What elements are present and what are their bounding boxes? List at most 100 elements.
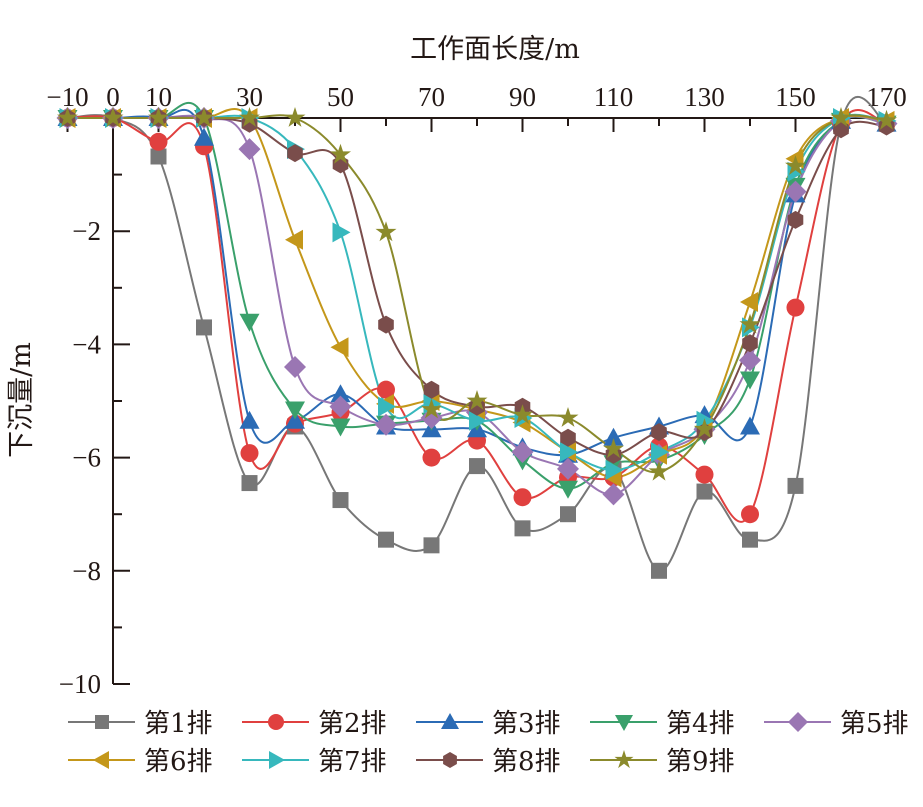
- data-point: [787, 477, 804, 494]
- series-markers: [56, 107, 898, 579]
- data-point: [330, 143, 351, 164]
- data-point: [239, 107, 260, 127]
- legend-marker-circle-icon: [268, 714, 284, 730]
- data-point: [330, 337, 349, 358]
- x-tick-label: 50: [327, 82, 354, 112]
- data-point: [285, 229, 303, 250]
- data-point: [193, 107, 215, 127]
- data-point: [739, 349, 761, 372]
- data-point: [469, 410, 487, 431]
- data-point: [466, 390, 488, 410]
- data-point: [423, 380, 440, 399]
- data-point: [694, 418, 715, 439]
- data-point: [602, 483, 625, 506]
- legend-marker-triangle-up-icon: [441, 713, 459, 729]
- legend-item-9: 第9排: [590, 747, 735, 777]
- x-tick-label: 110: [594, 82, 634, 112]
- data-point: [742, 334, 758, 353]
- legend-item-7: 第7排: [242, 747, 387, 777]
- data-point: [240, 444, 259, 463]
- data-point: [651, 562, 667, 579]
- series-line-1: [67, 95, 887, 572]
- legend-label: 第6排: [144, 747, 213, 777]
- data-point: [284, 356, 306, 379]
- data-point: [740, 291, 758, 312]
- data-point: [332, 492, 349, 509]
- data-point: [375, 221, 397, 242]
- data-point: [695, 465, 714, 484]
- x-tick-label: 0: [106, 82, 120, 112]
- data-point: [378, 396, 396, 417]
- legend-item-8: 第8排: [416, 747, 561, 777]
- data-point: [560, 441, 578, 462]
- data-point: [560, 506, 576, 523]
- data-point: [741, 505, 759, 524]
- data-point: [421, 398, 442, 419]
- data-point: [514, 520, 531, 537]
- data-point: [603, 427, 624, 446]
- data-point: [742, 531, 758, 548]
- data-point: [740, 416, 760, 435]
- data-point: [423, 537, 440, 554]
- x-tick-label: 150: [775, 82, 816, 112]
- legend-marker-triangle-right-icon: [269, 751, 285, 769]
- data-point: [603, 438, 624, 458]
- data-point: [241, 475, 258, 492]
- data-point: [830, 107, 852, 127]
- data-point: [285, 410, 305, 429]
- data-point: [285, 401, 305, 420]
- legend-marker-diamond-icon: [788, 712, 808, 732]
- data-point: [377, 380, 395, 399]
- data-point: [651, 441, 669, 462]
- data-point: [696, 483, 713, 500]
- data-point: [149, 132, 168, 151]
- data-point: [651, 423, 667, 442]
- data-point: [329, 395, 352, 418]
- x-tick-label: 130: [684, 82, 725, 112]
- data-point: [648, 460, 670, 481]
- legend-marker-star-icon: [614, 750, 634, 769]
- legend-label: 第5排: [840, 709, 909, 739]
- data-point: [102, 107, 124, 127]
- legend-label: 第8排: [492, 747, 561, 777]
- data-point: [605, 460, 624, 481]
- legend-marker-square-icon: [95, 715, 109, 729]
- data-point: [378, 315, 394, 334]
- data-point: [786, 298, 805, 317]
- legend-item-1: 第1排: [68, 709, 213, 739]
- y-tick-label: −10: [59, 669, 101, 699]
- data-point: [876, 109, 897, 130]
- series-markers-1: [59, 110, 895, 579]
- data-point: [785, 155, 806, 175]
- data-point: [422, 448, 441, 467]
- data-point: [287, 144, 303, 163]
- legend-marker-hexagon-icon: [443, 752, 457, 768]
- x-tick-label: 90: [509, 82, 536, 112]
- data-point: [784, 180, 807, 203]
- data-point: [332, 222, 351, 243]
- data-point: [557, 407, 579, 427]
- axes: −10 0 10 30 50 70 90 110 130 150 170−2−4−6−8−10: [46, 82, 906, 699]
- series-markers-8: [59, 109, 895, 464]
- data-point: [375, 413, 397, 436]
- y-tick-label: −8: [72, 556, 101, 586]
- data-point: [239, 313, 260, 332]
- data-point: [238, 138, 261, 161]
- legend-label: 第2排: [318, 709, 387, 739]
- data-point: [513, 488, 532, 507]
- data-point: [739, 313, 761, 334]
- data-point: [150, 148, 167, 165]
- data-point: [330, 418, 351, 437]
- y-tick-label: −4: [72, 329, 101, 359]
- data-point: [512, 404, 533, 424]
- y-axis-title: 下沉量/m: [6, 342, 37, 458]
- legend-item-4: 第4排: [590, 709, 735, 739]
- y-tick-label: −6: [72, 443, 101, 473]
- data-point: [57, 107, 78, 127]
- data-point: [740, 371, 760, 390]
- legend-item-2: 第2排: [242, 709, 387, 739]
- legend-label: 第4排: [666, 709, 735, 739]
- data-point: [330, 384, 351, 403]
